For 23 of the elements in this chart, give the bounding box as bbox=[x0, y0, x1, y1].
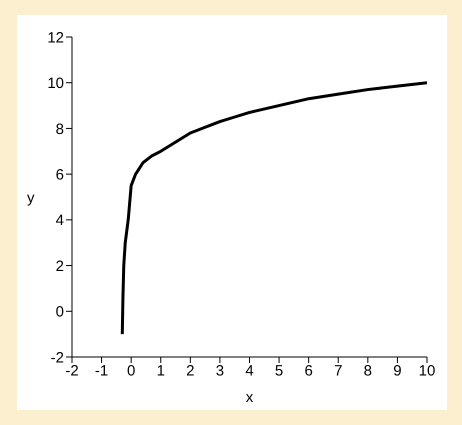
x-tick-label: 7 bbox=[334, 362, 342, 380]
x-tick-label: 2 bbox=[186, 362, 195, 380]
line-series bbox=[120, 81, 427, 336]
x-tick-label: 9 bbox=[393, 362, 402, 380]
x-tick-label: 1 bbox=[156, 362, 165, 380]
y-tick-label: 4 bbox=[56, 212, 64, 230]
y-tick-label: 10 bbox=[47, 75, 64, 92]
x-tick-label: 3 bbox=[216, 362, 224, 380]
x-axis-title: x bbox=[246, 389, 254, 406]
x-tick-label: -1 bbox=[94, 362, 108, 380]
x-tick-label: 4 bbox=[245, 362, 254, 380]
x-tick-label: 8 bbox=[364, 362, 372, 380]
y-tick-label: 2 bbox=[56, 258, 64, 275]
y-tick-label: 8 bbox=[56, 120, 64, 138]
x-tick-label: 0 bbox=[126, 362, 136, 380]
x-tick-label: 6 bbox=[304, 362, 313, 380]
x-tick-label: 5 bbox=[274, 362, 284, 380]
y-axis-title: y bbox=[27, 189, 35, 206]
x-tick-label: 10 bbox=[418, 362, 436, 380]
y-tick-label: 6 bbox=[56, 166, 64, 184]
y-tick-label: 12 bbox=[47, 29, 64, 46]
y-tick-label: 0 bbox=[56, 304, 64, 321]
y-tick-label: -2 bbox=[50, 349, 64, 366]
